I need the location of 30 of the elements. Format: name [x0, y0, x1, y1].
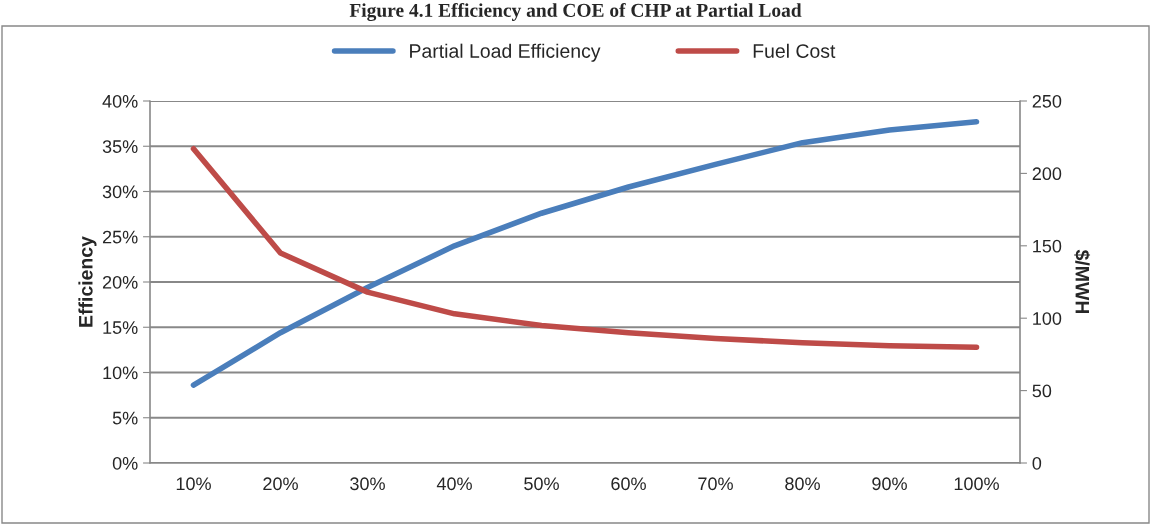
x-tick-label: 70% [698, 477, 733, 491]
x-tick-label: 50% [524, 477, 559, 491]
x-tick-label: 60% [611, 477, 646, 491]
x-tick-label: 90% [872, 477, 907, 491]
x-tick-label: 10% [176, 477, 211, 491]
legend-label: Fuel Cost [753, 43, 836, 58]
x-tick-label: 40% [436, 477, 472, 491]
y2-tick-label: 100 [1033, 312, 1062, 325]
chart-title: Figure 4.1 Efficiency and COE of CHP at Partial Load [349, 3, 802, 21]
y-tick-label: 40% [102, 94, 138, 108]
y2-tick-label: 200 [1032, 167, 1062, 181]
y-tick-label: 25% [102, 230, 138, 244]
x-tick-label: 80% [785, 477, 820, 491]
y2-axis-title: $/MWH [1074, 249, 1091, 314]
legend-label: Partial Load Efficiency [410, 43, 601, 62]
y2-tick-label: 50 [1032, 384, 1052, 398]
y-tick-label: 20% [102, 275, 138, 289]
x-tick-label: 20% [263, 477, 298, 491]
y-tick-label: 5% [112, 411, 138, 425]
y-tick-label: 15% [103, 321, 138, 334]
y2-tick-label: 150 [1033, 239, 1062, 253]
x-tick-label: 100% [954, 477, 999, 491]
y-tick-label: 0% [112, 456, 138, 470]
y-tick-label: 10% [103, 366, 138, 380]
y2-tick-label: 250 [1032, 94, 1062, 108]
y-tick-label: 35% [102, 140, 138, 153]
x-tick-label: 30% [350, 477, 385, 491]
y-axis-title: Efficiency [78, 236, 97, 327]
y2-tick-label: 0 [1032, 456, 1042, 470]
y-tick-label: 30% [102, 185, 138, 199]
